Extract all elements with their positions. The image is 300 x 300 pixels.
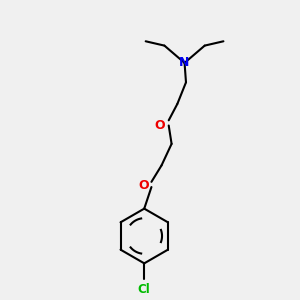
Text: Cl: Cl	[138, 283, 151, 296]
Text: O: O	[138, 179, 149, 192]
Text: O: O	[154, 119, 164, 132]
Text: N: N	[179, 56, 190, 69]
